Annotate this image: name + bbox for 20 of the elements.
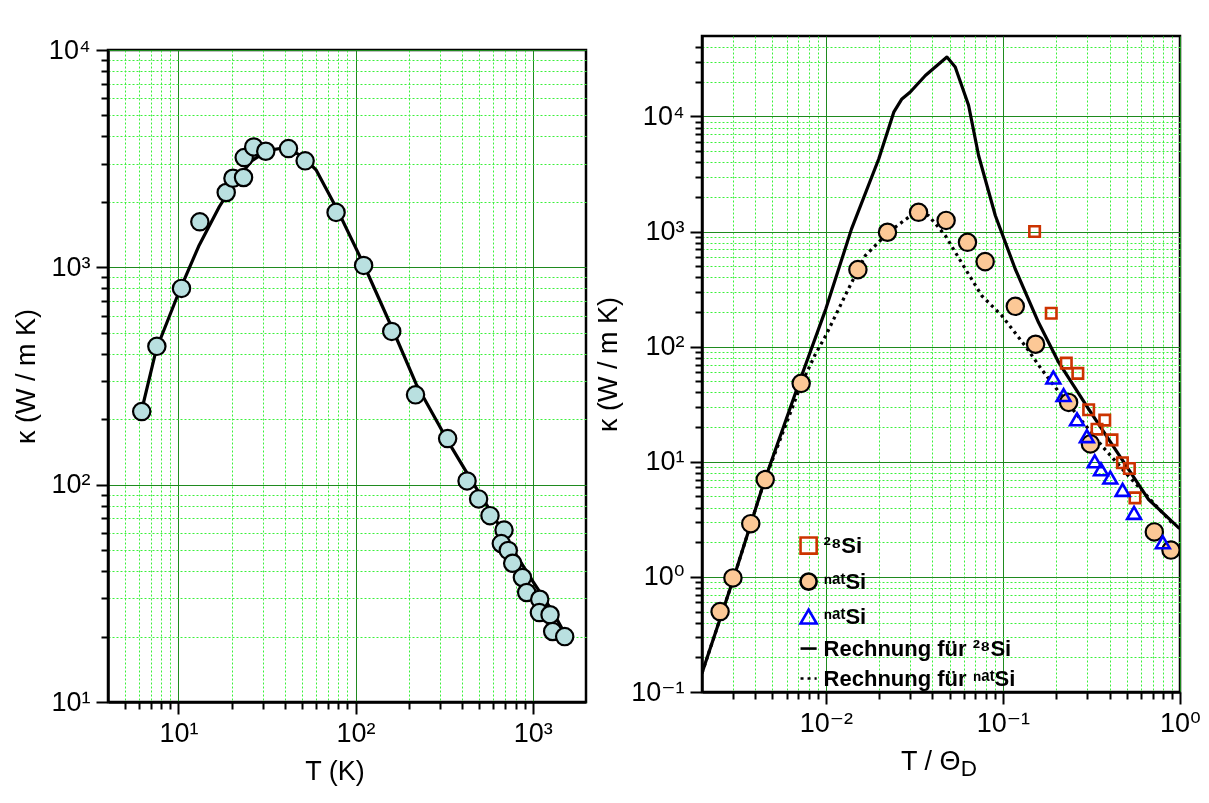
y-tick-label: 10¹ bbox=[645, 446, 685, 477]
x-tick-label: 10¹ bbox=[159, 717, 199, 748]
x-tick-label: 10² bbox=[336, 717, 376, 748]
y-tick-label: 10³ bbox=[51, 251, 91, 282]
x-axis-title: T (K) bbox=[304, 756, 366, 787]
y-tick-label: 10² bbox=[51, 469, 91, 500]
y-tick-label: 10³ bbox=[645, 216, 685, 247]
y-axis-title: κ (W / m K) bbox=[593, 297, 624, 432]
y-tick-label: 10⁴ bbox=[642, 100, 685, 131]
y-axis-title: κ (W / m K) bbox=[10, 309, 41, 444]
y-tick-label: 10¹ bbox=[51, 686, 91, 717]
x-tick-label: 10⁻² bbox=[799, 707, 853, 738]
x-axis-title: T / Θ$_{D}$ bbox=[900, 746, 978, 783]
y-tick-label: 10⁻¹ bbox=[631, 676, 685, 707]
y-tick-label: 10² bbox=[645, 331, 685, 362]
x-tick-label: 10⁰ bbox=[1160, 707, 1201, 738]
x-tick-label: 10³ bbox=[513, 717, 553, 748]
x-tick-label: 10⁻¹ bbox=[976, 707, 1031, 738]
y-tick-label: 10⁴ bbox=[48, 34, 91, 65]
y-tick-label: 10⁰ bbox=[643, 561, 685, 592]
